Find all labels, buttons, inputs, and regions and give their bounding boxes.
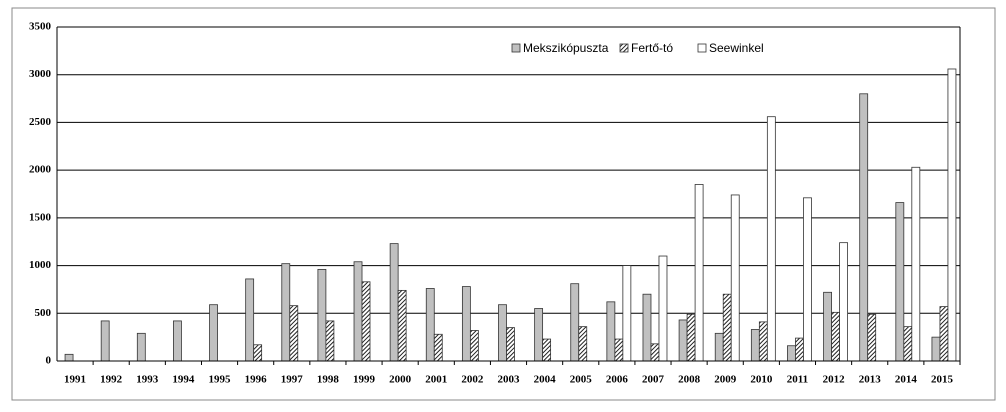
bar [859,93,869,362]
legend-label: Fertő-tó [631,41,673,55]
bar [289,305,299,362]
bar [895,202,905,362]
bar [469,330,479,362]
bar [931,336,941,362]
bar [758,321,768,362]
y-tick-label: 2000 [29,164,52,176]
x-tick-label: 2005 [570,374,593,386]
bar [911,166,921,362]
x-tick-label: 2000 [389,374,412,386]
bar [498,304,507,362]
bar [722,293,732,362]
bar [606,301,616,362]
bar [534,308,544,362]
legend-label: Mekszikópuszta [523,41,609,55]
bar [353,261,363,362]
bar [622,265,632,362]
bar [389,243,399,362]
bar [903,326,913,362]
bar [209,304,218,362]
bar [787,345,796,362]
x-tick-label: 2015 [931,374,954,386]
bar [433,333,443,362]
bar [939,306,949,362]
x-tick-label: 2004 [534,374,557,386]
bar [831,311,840,362]
x-tick-label: 1996 [245,374,268,386]
bar [506,327,515,362]
bar [100,320,110,362]
bar [766,116,776,362]
bar [281,263,291,362]
bar [245,278,255,362]
bar [542,338,552,362]
y-tick-label: 1000 [29,259,52,271]
bar [317,268,327,362]
bar [425,288,435,362]
y-tick-label: 0 [46,355,52,367]
bar [686,313,696,362]
bar [795,337,804,362]
bar [570,283,580,362]
bar [650,343,660,362]
bar [730,194,740,362]
bar [658,255,668,362]
x-tick-label: 1993 [136,374,159,386]
frame [11,7,996,401]
bar [397,289,407,362]
legend-label: Seewinkel [709,41,764,55]
bar [253,344,263,362]
bar [839,242,848,362]
bar [823,291,832,362]
bar [361,281,371,362]
x-tick-label: 2011 [787,374,808,386]
bar [947,68,957,362]
legend-swatch [697,43,707,53]
x-tick-label: 1997 [281,374,304,386]
x-tick-label: 2006 [606,374,629,386]
x-tick-label: 2007 [642,374,665,386]
x-tick-label: 1991 [64,374,86,386]
bar [694,184,704,362]
bar [325,320,335,362]
x-tick-label: 2014 [895,374,918,386]
bar [803,197,812,362]
x-tick-label: 1992 [100,374,123,386]
bar [578,326,588,362]
bar [173,320,182,362]
x-tick-label: 2008 [678,374,701,386]
bar [614,338,624,362]
x-tick-label: 2010 [750,374,773,386]
x-tick-label: 1999 [353,374,376,386]
bar [714,332,724,362]
bar [136,332,146,362]
x-tick-label: 1998 [317,374,340,386]
x-tick-label: 2009 [714,374,737,386]
y-tick-label: 2500 [29,116,52,128]
x-tick-label: 2002 [461,374,484,386]
x-tick-label: 2003 [498,374,521,386]
x-tick-label: 1994 [172,374,195,386]
x-tick-label: 2013 [859,374,882,386]
bar [64,353,74,362]
y-tick-label: 500 [35,307,52,319]
bar [750,329,760,362]
x-tick-label: 1995 [209,374,232,386]
bar [867,313,877,362]
bar [678,319,688,362]
y-tick-label: 3500 [29,21,52,33]
x-tick-label: 2001 [425,374,447,386]
legend-swatch [511,43,521,53]
legend-swatch [619,43,629,53]
bar [642,293,652,362]
y-tick-label: 3000 [29,68,52,80]
y-tick-label: 1500 [29,211,52,223]
x-tick-label: 2012 [823,374,846,386]
bar [461,286,471,362]
